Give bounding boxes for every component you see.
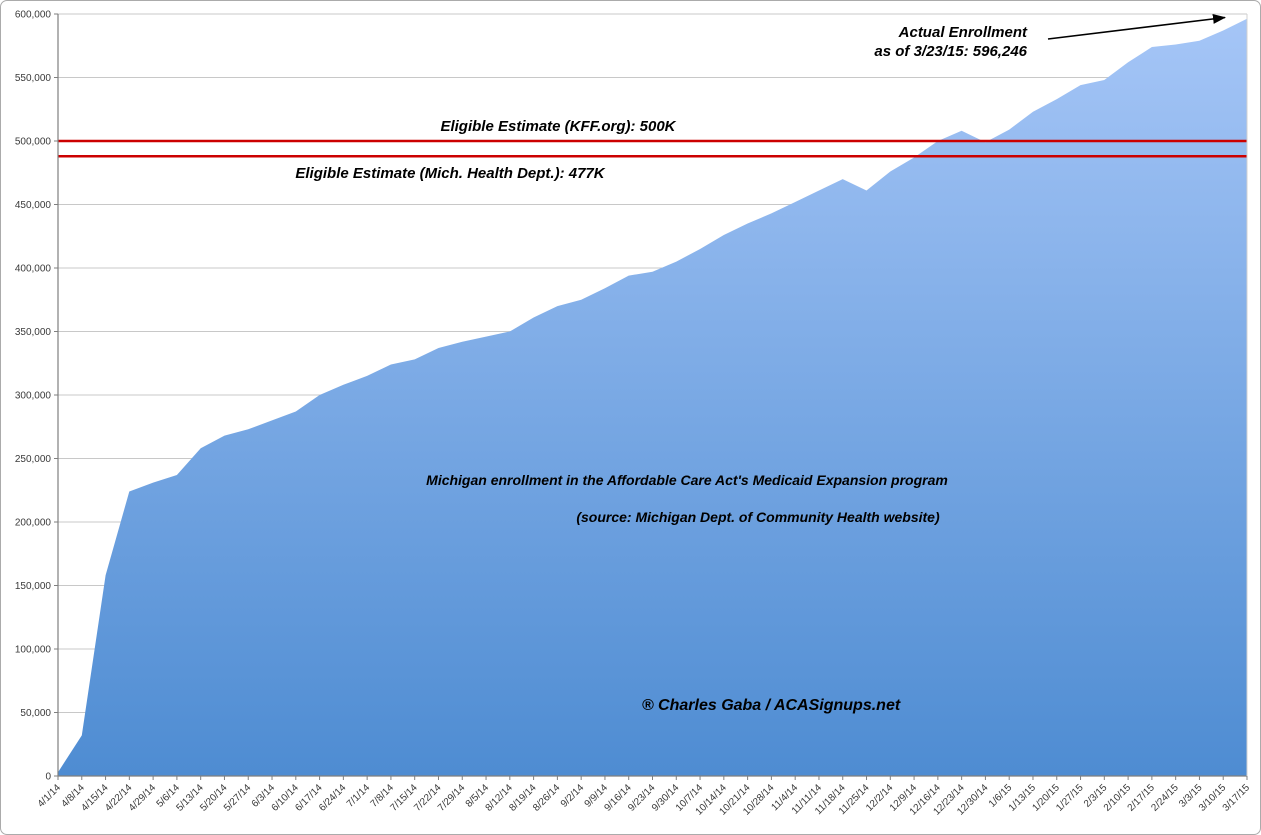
- watermark-credit: ® Charles Gaba / ACASignups.net: [642, 697, 901, 714]
- x-tick-label: 9/2/14: [559, 782, 587, 810]
- annotation-arrow: [1047, 13, 1226, 40]
- y-tick-label: 300,000: [15, 391, 52, 402]
- y-tick-label: 200,000: [15, 518, 52, 529]
- y-axis-labels: 0 50,000 100,000 150,000 200,000 250,000 300,0…: [15, 10, 52, 783]
- x-tick-label: 6/24/14: [317, 782, 349, 814]
- x-tick-label: 8/26/14: [531, 782, 563, 814]
- y-tick-label: 0: [45, 772, 51, 783]
- x-tick-label: 3/17/15: [1221, 782, 1253, 814]
- x-tick-label: 7/29/14: [436, 782, 468, 814]
- y-tick-label: 350,000: [15, 327, 52, 338]
- reference-line-label-kff: Eligible Estimate (KFF.org): 500K: [440, 118, 676, 135]
- y-tick-label: 450,000: [15, 200, 52, 211]
- y-tick-label: 600,000: [15, 10, 52, 21]
- x-tick-label: 5/27/14: [222, 782, 254, 814]
- x-tick-label: 2/24/15: [1149, 782, 1181, 814]
- area-series: [58, 18, 1247, 777]
- y-tick-label: 500,000: [15, 137, 52, 148]
- x-tick-label: 7/1/14: [345, 782, 373, 810]
- chart-source-subtitle: (source: Michigan Dept. of Community Hea…: [576, 509, 940, 525]
- annotation-actual-enrollment-line1: Actual Enrollment: [898, 24, 1028, 41]
- y-tick-label: 400,000: [15, 264, 52, 275]
- y-tick-label: 150,000: [15, 581, 52, 592]
- x-tick-label: 1/27/15: [1054, 782, 1086, 814]
- annotation-actual-enrollment-line2: as of 3/23/15: 596,246: [874, 43, 1027, 60]
- y-tick-label: 100,000: [15, 645, 52, 656]
- reference-line-label-mich-health-dept: Eligible Estimate (Mich. Health Dept.): …: [295, 165, 605, 182]
- enrollment-area: [58, 18, 1247, 777]
- x-tick-label: 4/29/14: [127, 782, 159, 814]
- y-tick-label: 250,000: [15, 454, 52, 465]
- reference-lines: [58, 139, 1247, 158]
- y-tick-label: 550,000: [15, 73, 52, 84]
- axes: [54, 13, 1248, 780]
- chart-title: Michigan enrollment in the Affordable Ca…: [426, 472, 948, 488]
- x-tick-label: 4/1/14: [36, 782, 64, 810]
- x-axis-labels: 4/1/144/8/144/15/144/22/144/29/145/6/145…: [36, 782, 1253, 818]
- y-tick-label: 50,000: [20, 708, 51, 719]
